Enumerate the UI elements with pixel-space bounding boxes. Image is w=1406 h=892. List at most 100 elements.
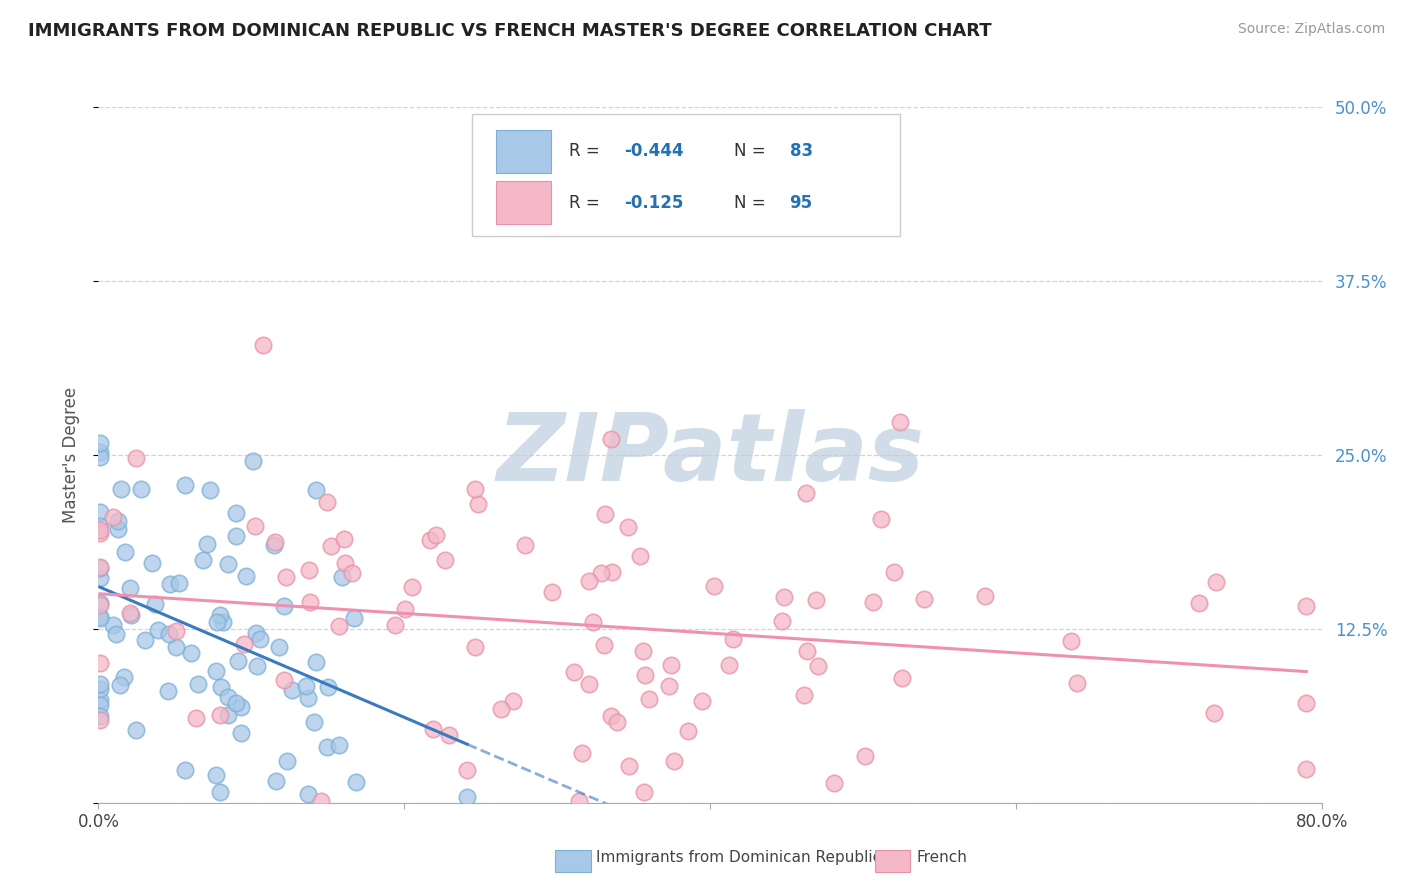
Point bbox=[159, 577, 181, 591]
Point bbox=[217, 690, 239, 704]
Point bbox=[120, 607, 142, 622]
Point bbox=[209, 785, 232, 799]
Point bbox=[225, 696, 247, 710]
Point bbox=[125, 450, 148, 465]
Point bbox=[401, 580, 423, 594]
Point bbox=[568, 794, 591, 808]
Point bbox=[690, 694, 713, 708]
Point bbox=[582, 615, 605, 630]
Point bbox=[467, 497, 489, 511]
Point bbox=[659, 658, 682, 673]
Point bbox=[89, 677, 111, 691]
Point bbox=[197, 537, 219, 551]
Point bbox=[513, 538, 536, 552]
Point bbox=[276, 754, 298, 768]
Point bbox=[425, 528, 447, 542]
Point bbox=[502, 694, 524, 708]
Point bbox=[89, 524, 111, 538]
Point bbox=[112, 670, 135, 684]
Point bbox=[89, 682, 111, 697]
Point bbox=[914, 592, 936, 607]
Point bbox=[231, 700, 253, 714]
Point bbox=[796, 486, 818, 500]
Point bbox=[243, 518, 266, 533]
Point bbox=[344, 775, 367, 789]
Point bbox=[305, 483, 328, 498]
Point bbox=[298, 563, 321, 577]
Point bbox=[658, 679, 681, 693]
Point bbox=[110, 482, 132, 496]
Point bbox=[174, 763, 197, 777]
Point bbox=[703, 579, 725, 593]
Point bbox=[456, 789, 478, 804]
Point bbox=[204, 768, 226, 782]
Point bbox=[807, 658, 830, 673]
Text: 95: 95 bbox=[790, 194, 813, 212]
Point bbox=[297, 787, 319, 801]
Point bbox=[89, 444, 111, 458]
Point bbox=[146, 623, 169, 637]
Point bbox=[198, 483, 221, 497]
Point bbox=[225, 529, 247, 543]
Point bbox=[281, 682, 304, 697]
Text: R =: R = bbox=[569, 142, 606, 160]
Point bbox=[464, 640, 486, 655]
Point bbox=[141, 557, 163, 571]
Point bbox=[974, 589, 997, 603]
Point bbox=[101, 510, 124, 524]
Point bbox=[870, 511, 893, 525]
Point bbox=[134, 632, 156, 647]
Point bbox=[422, 723, 444, 737]
Point bbox=[1295, 762, 1317, 776]
Point bbox=[187, 677, 209, 691]
Point bbox=[266, 774, 288, 789]
Point bbox=[637, 692, 659, 706]
Point bbox=[823, 776, 845, 790]
Point bbox=[274, 570, 297, 584]
Text: N =: N = bbox=[734, 194, 772, 212]
Point bbox=[862, 595, 884, 609]
Point bbox=[232, 637, 254, 651]
Point bbox=[489, 702, 512, 716]
Point bbox=[299, 595, 322, 609]
Point bbox=[853, 748, 876, 763]
Point bbox=[541, 584, 564, 599]
Point bbox=[157, 626, 180, 640]
Point bbox=[174, 478, 197, 492]
Text: IMMIGRANTS FROM DOMINICAN REPUBLIC VS FRENCH MASTER'S DEGREE CORRELATION CHART: IMMIGRANTS FROM DOMINICAN REPUBLIC VS FR… bbox=[28, 22, 991, 40]
Point bbox=[89, 519, 111, 533]
Point bbox=[89, 713, 111, 727]
Point bbox=[309, 794, 332, 808]
Point bbox=[1188, 596, 1211, 610]
Point bbox=[205, 615, 228, 630]
Point bbox=[319, 539, 342, 553]
Point bbox=[103, 618, 125, 632]
Point bbox=[143, 598, 166, 612]
Point bbox=[631, 644, 654, 658]
Point bbox=[246, 659, 269, 673]
Point bbox=[242, 454, 264, 468]
Point bbox=[297, 690, 319, 705]
Point bbox=[883, 565, 905, 579]
Point bbox=[89, 599, 111, 613]
Point bbox=[89, 609, 111, 624]
Point bbox=[662, 755, 685, 769]
Point bbox=[114, 545, 136, 559]
Point bbox=[464, 482, 486, 496]
Point bbox=[235, 569, 257, 583]
Point bbox=[204, 664, 226, 678]
Point bbox=[434, 553, 457, 567]
Point bbox=[394, 601, 416, 615]
Point bbox=[304, 655, 326, 669]
Point bbox=[252, 337, 274, 351]
Point bbox=[226, 654, 249, 668]
Point bbox=[578, 574, 600, 589]
Text: Immigrants from Dominican Republic: Immigrants from Dominican Republic bbox=[596, 850, 882, 865]
Point bbox=[263, 535, 285, 549]
Point bbox=[104, 627, 127, 641]
Point bbox=[316, 495, 339, 509]
Point bbox=[267, 640, 290, 654]
Point bbox=[600, 565, 623, 579]
Point bbox=[249, 632, 271, 647]
Point bbox=[89, 526, 111, 541]
